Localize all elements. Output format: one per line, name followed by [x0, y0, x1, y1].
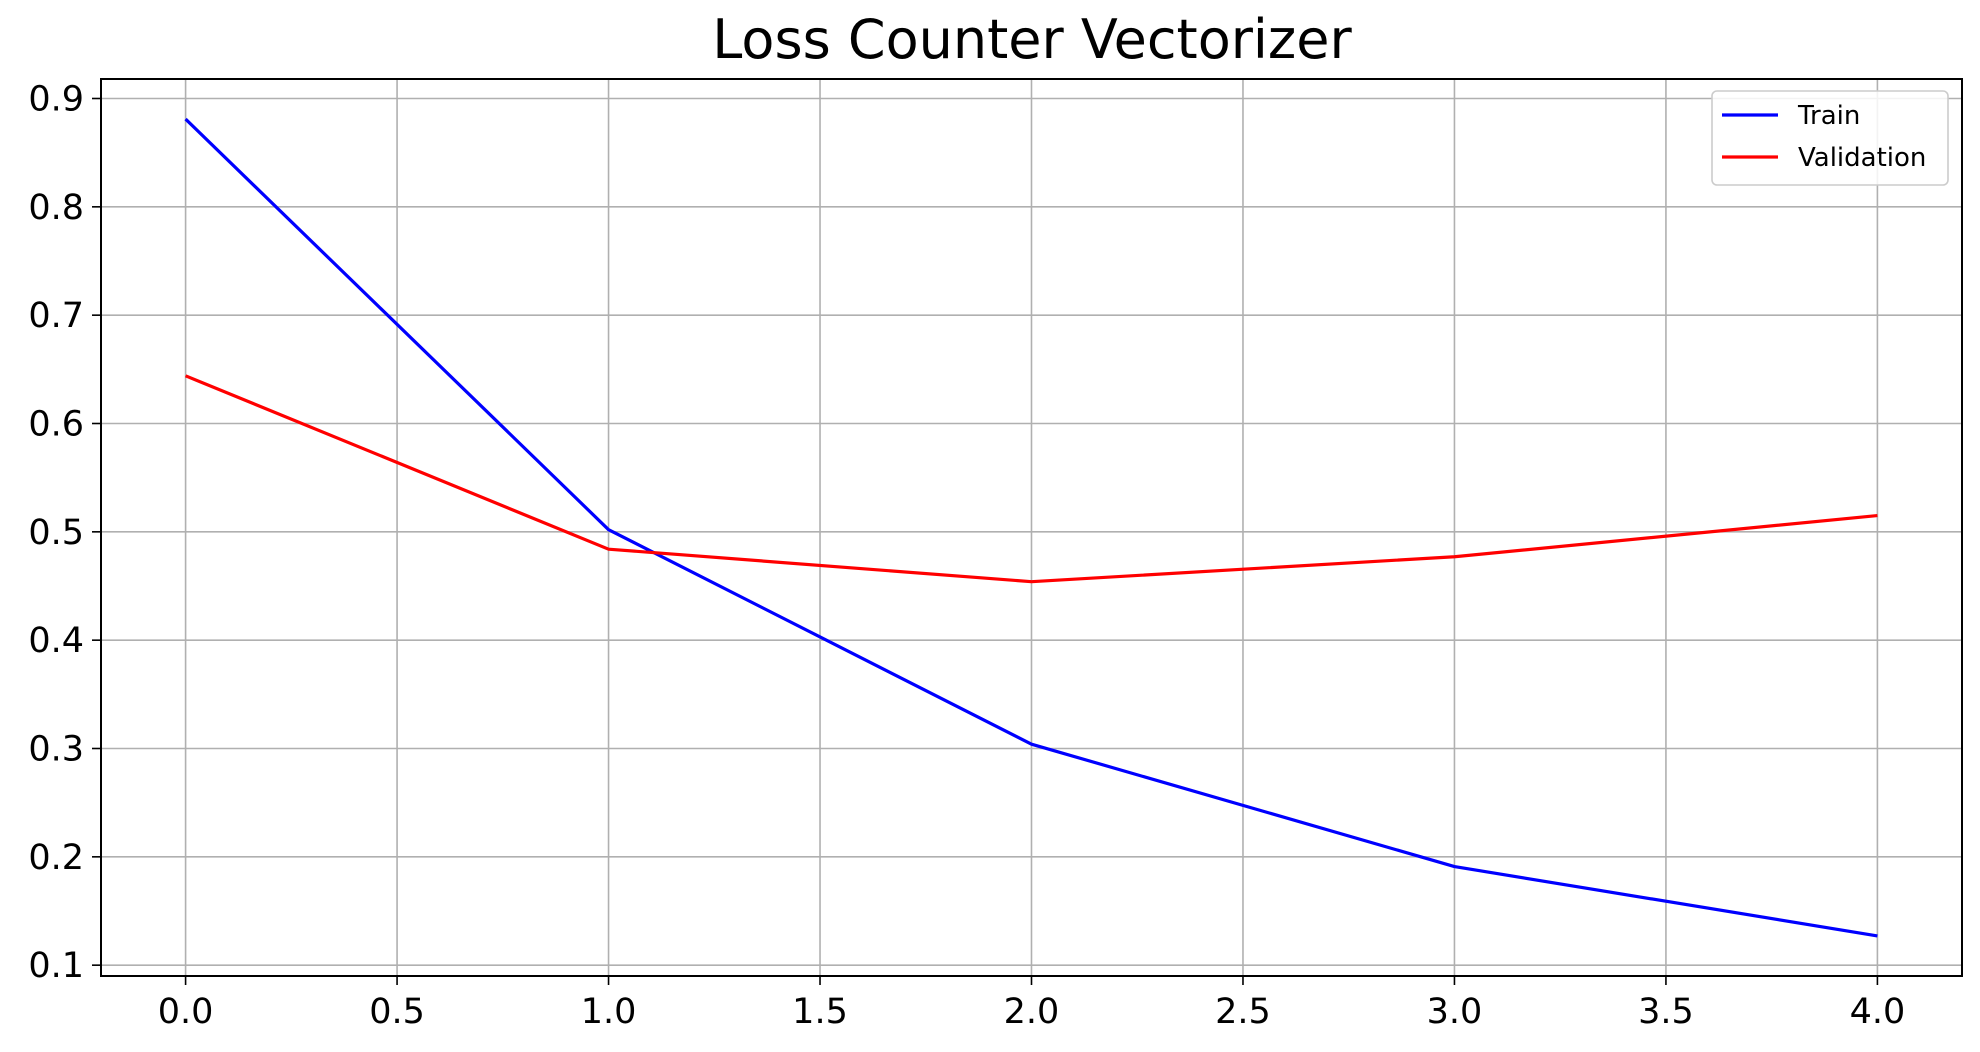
x-tick-label: 3.5 — [1638, 992, 1694, 1032]
axis-ticks: 0.0 0.5 1.0 1.5 2.0 2.5 3.0 3.5 4.0 0.1 0.2 0.3 0.4 0… — [28, 80, 1905, 1033]
legend-label-validation: Validation — [1798, 143, 1926, 173]
y-tick-label: 0.9 — [28, 80, 84, 120]
y-tick-label: 0.4 — [28, 621, 84, 661]
x-tick-label: 0.0 — [158, 992, 214, 1032]
y-tick-label: 0.3 — [28, 730, 84, 770]
y-tick-label: 0.2 — [28, 838, 84, 878]
y-tick-label: 0.6 — [28, 405, 84, 445]
series-line-validation — [184, 374, 1878, 584]
x-tick-label: 0.5 — [369, 992, 425, 1032]
grid — [101, 79, 1962, 976]
y-tick-label: 0.7 — [28, 296, 84, 336]
series-layer — [184, 117, 1878, 938]
y-tick-label: 0.5 — [28, 513, 84, 553]
x-tick-label: 2.0 — [1004, 992, 1060, 1032]
x-tick-label: 4.0 — [1850, 992, 1906, 1032]
x-tick-label: 3.0 — [1427, 992, 1483, 1032]
y-tick-label: 0.8 — [28, 188, 84, 228]
legend: Train Validation — [1711, 90, 1949, 186]
x-tick-label: 1.0 — [581, 992, 637, 1032]
x-tick-label: 2.5 — [1215, 992, 1271, 1032]
y-tick-label: 0.1 — [28, 946, 84, 986]
x-tick-label: 1.5 — [792, 992, 848, 1032]
chart-title: Loss Counter Vectorizer — [712, 8, 1352, 71]
series-line-train — [184, 117, 1878, 938]
legend-label-train: Train — [1797, 101, 1860, 131]
